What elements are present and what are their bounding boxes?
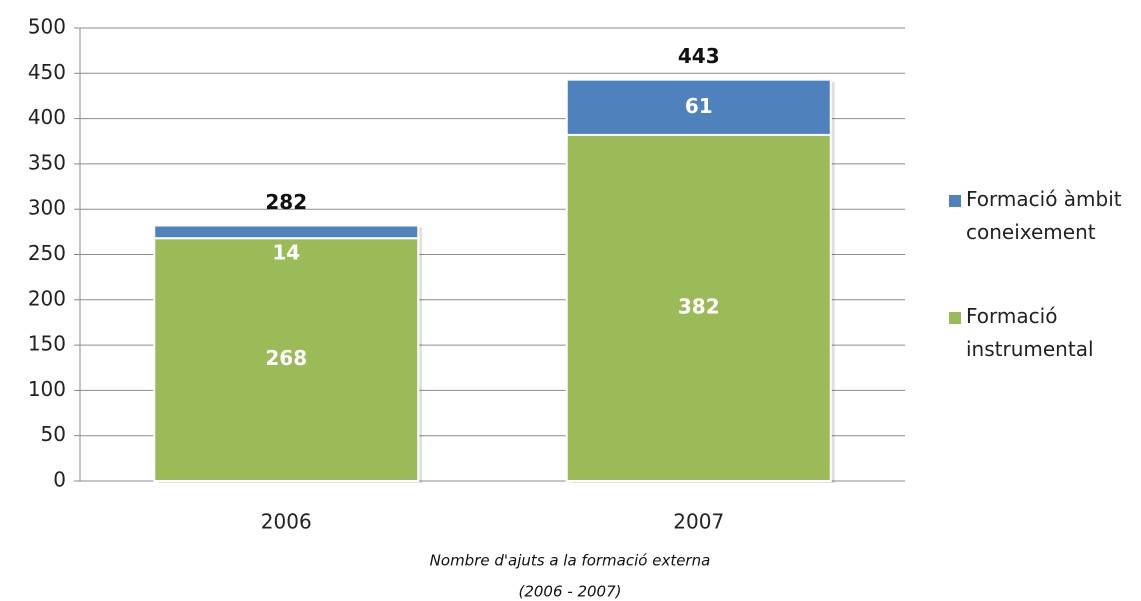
y-tick-label: 0 bbox=[53, 468, 66, 492]
legend-label: Formació instrumental bbox=[966, 304, 1094, 361]
y-tick-label: 150 bbox=[28, 332, 66, 356]
data-label: 14 bbox=[272, 241, 300, 265]
x-tick-label: 2007 bbox=[673, 510, 724, 534]
legend-item: Formació àmbit coneixement bbox=[949, 183, 1139, 249]
x-tick-label: 2006 bbox=[261, 510, 312, 534]
y-tick-label: 350 bbox=[28, 150, 66, 174]
legend-label: Formació àmbit coneixement bbox=[966, 187, 1122, 244]
y-tick-label: 250 bbox=[28, 241, 66, 265]
legend-swatch bbox=[949, 195, 961, 207]
total-label: 282 bbox=[265, 190, 307, 214]
legend-swatch bbox=[949, 312, 961, 324]
data-label: 382 bbox=[678, 294, 720, 318]
total-label: 443 bbox=[678, 44, 720, 68]
bar-segment bbox=[565, 133, 832, 483]
chart-title: Nombre d'ajuts a la formació externa bbox=[430, 552, 711, 570]
y-tick-label: 500 bbox=[28, 15, 66, 39]
y-tick-label: 400 bbox=[28, 105, 66, 129]
bar-segment bbox=[153, 224, 420, 240]
bar-segment bbox=[565, 78, 832, 136]
y-tick-label: 300 bbox=[28, 196, 66, 220]
data-label: 61 bbox=[685, 94, 713, 118]
chart-subtitle: (2006 - 2007) bbox=[518, 583, 621, 601]
y-tick-label: 450 bbox=[28, 60, 66, 84]
bar-segment bbox=[153, 237, 420, 482]
y-tick-label: 200 bbox=[28, 286, 66, 310]
y-tick-label: 50 bbox=[41, 422, 66, 446]
legend-item: Formació instrumental bbox=[949, 300, 1139, 366]
y-tick-label: 100 bbox=[28, 377, 66, 401]
data-label: 268 bbox=[265, 346, 307, 370]
